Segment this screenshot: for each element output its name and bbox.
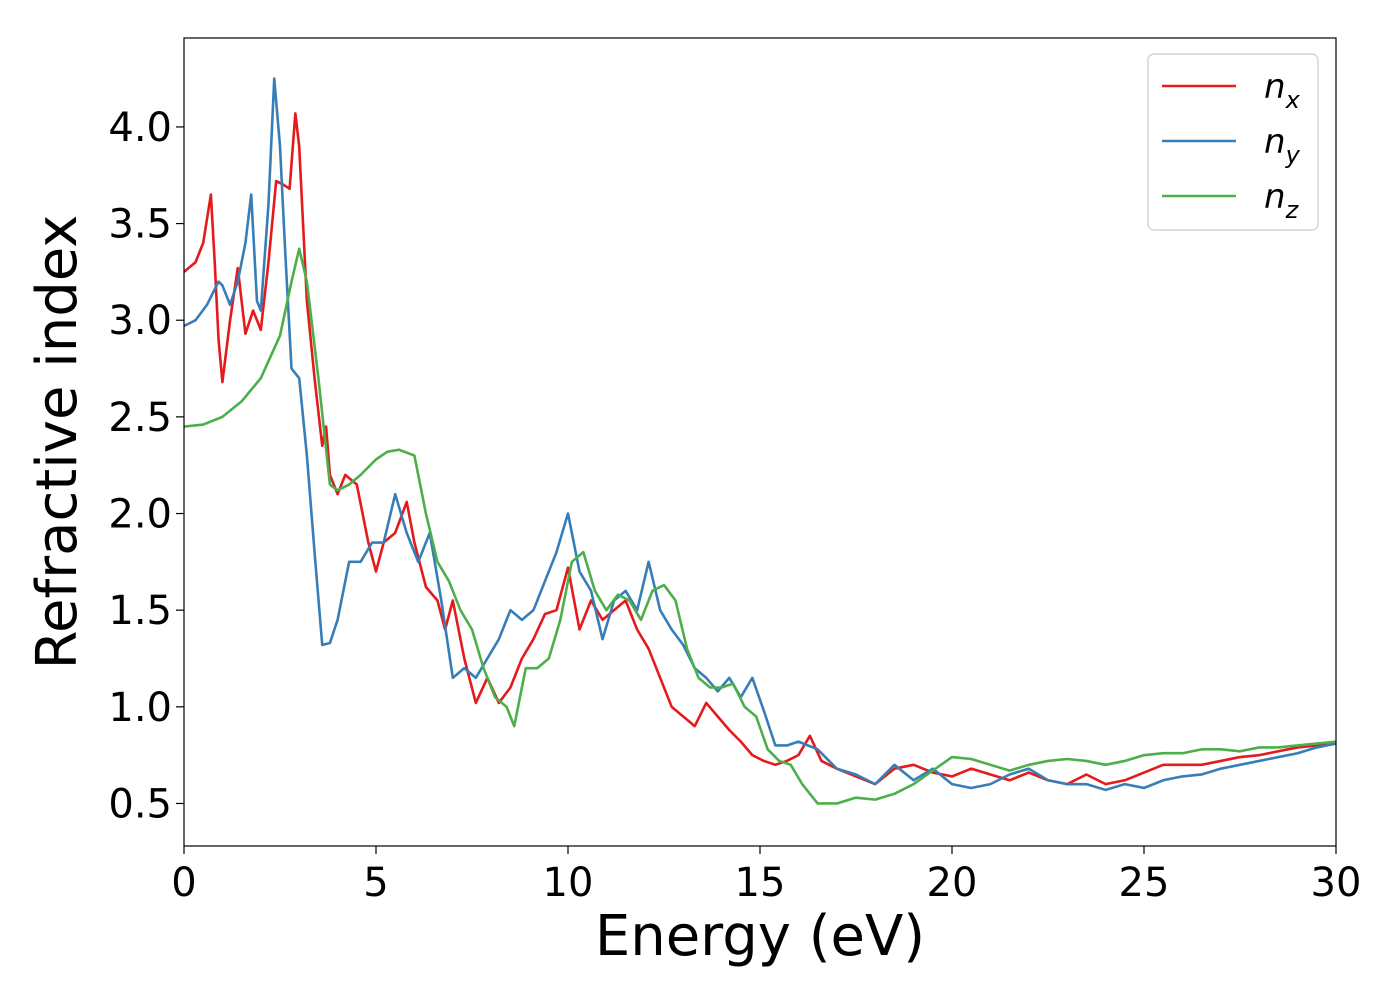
legend-label-nz: nz bbox=[1264, 177, 1300, 224]
legend-label-ny: ny bbox=[1264, 122, 1301, 169]
y-tick-label: 4.0 bbox=[108, 105, 172, 151]
series-line-n-z bbox=[184, 247, 1336, 805]
x-tick-label: 5 bbox=[363, 860, 388, 906]
x-axis-ticks: 0 5 10 15 20 25 30 bbox=[171, 846, 1361, 906]
x-tick-label: 20 bbox=[927, 860, 978, 906]
x-axis-label: Energy (eV) bbox=[595, 904, 925, 969]
y-tick-label: 2.5 bbox=[108, 395, 172, 441]
x-tick-label: 30 bbox=[1311, 860, 1362, 906]
x-tick-label: 10 bbox=[543, 860, 594, 906]
series-line-n-x bbox=[184, 112, 1336, 786]
y-tick-label: 3.5 bbox=[108, 202, 172, 248]
y-tick-label: 2.0 bbox=[108, 492, 172, 538]
y-tick-label: 0.5 bbox=[108, 781, 172, 827]
y-tick-label: 1.0 bbox=[108, 685, 172, 731]
legend: nx ny nz bbox=[1147, 53, 1319, 231]
legend-label-nx: nx bbox=[1264, 67, 1301, 114]
y-axis-ticks: 0.5 1.0 1.5 2.0 2.5 3.0 3.5 4.0 bbox=[108, 105, 184, 827]
x-tick-label: 15 bbox=[735, 860, 786, 906]
y-axis-label: Refractive index bbox=[25, 215, 90, 670]
y-tick-label: 1.5 bbox=[108, 588, 172, 634]
series-line-n-y bbox=[184, 77, 1336, 792]
series-layer bbox=[184, 77, 1336, 805]
y-tick-label: 3.0 bbox=[108, 298, 172, 344]
x-tick-label: 0 bbox=[171, 860, 196, 906]
x-tick-label: 25 bbox=[1119, 860, 1170, 906]
